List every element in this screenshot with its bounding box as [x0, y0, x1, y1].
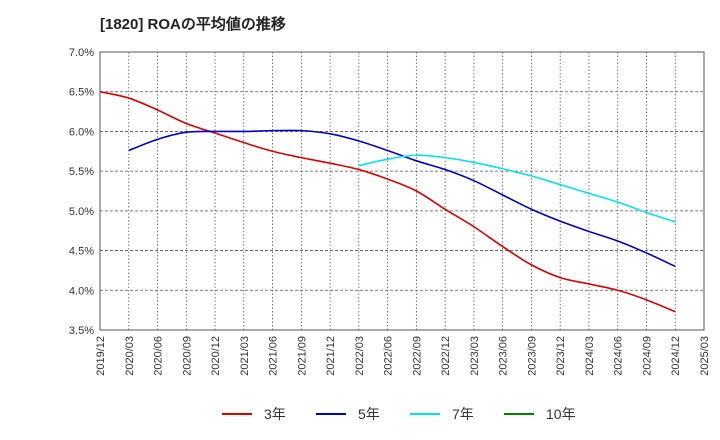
x-tick-label: 2019/12 — [95, 336, 107, 376]
y-tick-label: 4.0% — [69, 285, 94, 297]
x-tick-label: 2022/03 — [354, 336, 366, 376]
x-tick-label: 2024/12 — [670, 336, 682, 376]
x-tick-label: 2023/09 — [526, 336, 538, 376]
x-tick-label: 2020/09 — [181, 336, 193, 376]
y-tick-label: 3.5% — [69, 325, 94, 337]
x-tick-label: 2020/12 — [210, 336, 222, 376]
series-line-5年 — [128, 129, 676, 268]
x-tick-label: 2024/06 — [613, 336, 625, 376]
x-tick-label: 2021/06 — [268, 336, 280, 376]
legend-label: 5年 — [358, 406, 380, 422]
x-tick-label: 2020/06 — [153, 336, 165, 376]
x-tick-label: 2021/12 — [325, 336, 337, 376]
y-tick-label: 5.5% — [69, 166, 94, 178]
x-tick-label: 2020/03 — [124, 336, 136, 376]
x-tick-label: 2023/12 — [555, 336, 567, 376]
series-line-3年 — [99, 90, 676, 313]
legend-label: 10年 — [546, 406, 576, 422]
chart-title: [1820] ROAの平均値の推移 — [100, 16, 286, 33]
y-tick-label: 6.5% — [69, 87, 94, 99]
x-tick-label: 2023/03 — [469, 336, 481, 376]
x-tick-labels: 2019/12 2020/03 2020/06 2020/09 2020/12 2021/… — [95, 336, 711, 376]
legend-item: 5年 — [316, 406, 380, 422]
x-tick-label: 2023/06 — [498, 336, 510, 376]
x-tick-label: 2022/12 — [440, 336, 452, 376]
y-tick-label: 5.0% — [69, 206, 94, 218]
plot-frame — [99, 51, 705, 331]
x-tick-label: 2024/09 — [641, 336, 653, 376]
y-tick-label: 6.0% — [69, 126, 94, 138]
legend-label: 3年 — [264, 406, 286, 422]
x-tick-label: 2021/09 — [296, 336, 308, 376]
x-tick-label: 2022/06 — [383, 336, 395, 376]
y-tick-labels: 7.0% 6.5% 6.0% 5.5% 5.0% 4.5% 4.0% 3.5% — [69, 47, 94, 337]
series-lines — [99, 90, 676, 313]
legend: 3年 5年 7年 10年 — [222, 406, 576, 422]
series-line-7年 — [358, 154, 676, 223]
legend-item: 10年 — [504, 406, 576, 422]
x-tick-label: 2024/03 — [584, 336, 596, 376]
legend-label: 7年 — [452, 406, 474, 422]
legend-item: 7年 — [410, 406, 474, 422]
grid-lines — [100, 52, 704, 330]
y-tick-label: 7.0% — [69, 47, 94, 59]
x-tick-label: 2025/03 — [699, 336, 711, 376]
x-tick-label: 2022/09 — [411, 336, 423, 376]
x-tick-label: 2021/03 — [239, 336, 251, 376]
y-tick-label: 4.5% — [69, 246, 94, 258]
legend-item: 3年 — [222, 406, 286, 422]
